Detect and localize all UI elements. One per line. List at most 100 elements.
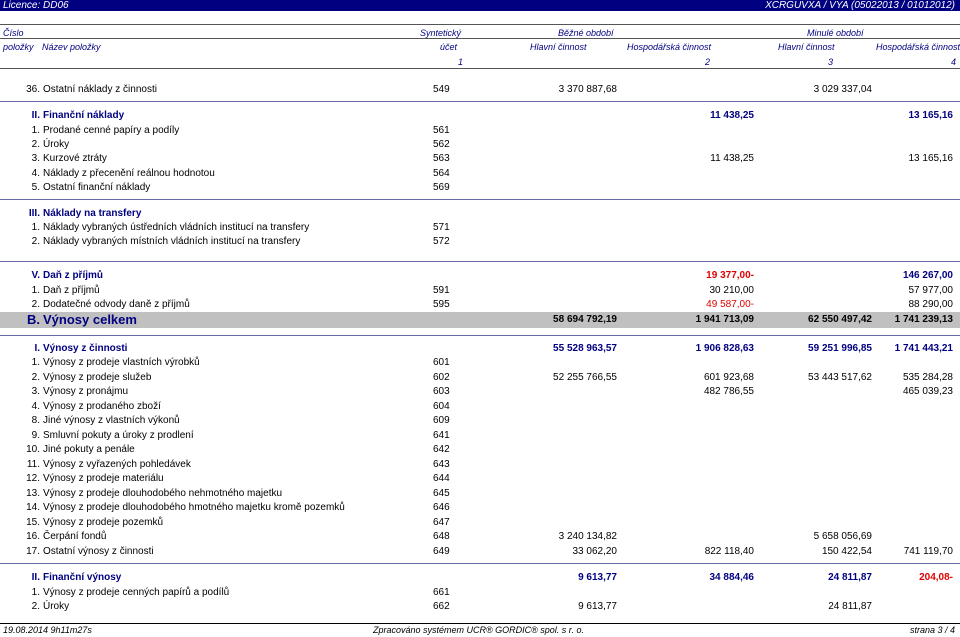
item-name: Náklady z přecenění reálnou hodnotou: [43, 168, 215, 179]
item-number: 2.: [31, 601, 40, 612]
section-separator: [0, 563, 960, 564]
header-bottom-line: [0, 68, 960, 69]
item-name: Smluvní pokuty a úroky z prodlení: [43, 430, 194, 441]
item-name: Dodatečné odvody daně z příjmů: [43, 299, 190, 310]
account-number: 645: [433, 488, 450, 499]
table-row: 3. Kurzové ztráty 563 11 438,25 13 165,16: [0, 152, 960, 166]
item-number: 2.: [31, 299, 40, 310]
current-economic-value: 34 884,46: [709, 572, 755, 583]
header-bezne: Běžné období: [558, 28, 614, 38]
header-cislo: Číslo: [3, 28, 24, 38]
item-name: Jiné pokuty a penále: [43, 444, 135, 455]
item-number: 1.: [31, 125, 40, 136]
item-number: 5.: [31, 182, 40, 193]
item-number: 17.: [26, 546, 40, 557]
current-main-value: 33 062,20: [572, 546, 618, 557]
table-row: 5. Ostatní finanční náklady 569: [0, 181, 960, 195]
current-main-value: 52 255 766,55: [553, 372, 617, 383]
item-name: Náklady na transfery: [43, 208, 142, 219]
account-number: 572: [433, 236, 450, 247]
account-number: 549: [433, 84, 450, 95]
header-col-1: 1: [458, 57, 464, 67]
item-name: Ostatní náklady z činnosti: [43, 84, 157, 95]
item-number: III.: [28, 208, 40, 219]
current-economic-value: 11 438,25: [710, 110, 754, 121]
section-separator: [0, 101, 960, 102]
item-number: 4.: [31, 168, 40, 179]
table-row: 14. Výnosy z prodeje dlouhodobého hmotnéh…: [0, 501, 960, 515]
current-main-value: 3 370 887,68: [558, 84, 617, 95]
account-number: 609: [433, 415, 450, 426]
item-number: 1.: [31, 222, 40, 233]
current-economic-value: 601 923,68: [703, 372, 754, 383]
item-name: Daň z příjmů: [43, 270, 104, 281]
item-number: 10.: [26, 444, 40, 455]
account-number: 604: [433, 401, 450, 412]
table-row: 1. Prodané cenné papíry a podíly 561: [0, 124, 960, 138]
account-number: 646: [433, 502, 450, 513]
current-economic-value: 11 438,25: [710, 153, 754, 164]
previous-economic-value: 57 977,00: [908, 285, 954, 296]
previous-economic-value: 465 039,23: [902, 386, 953, 397]
item-name: Výnosy z prodeje pozemků: [43, 517, 164, 528]
table-row: 17. Ostatní výnosy z činnosti 649 33 062,20…: [0, 545, 960, 559]
table-row: 1. Výnosy z prodeje cenných papírů a podí…: [0, 586, 960, 600]
table-row: 9. Smluvní pokuty a úroky z prodlení 641: [0, 429, 960, 443]
footer-date: 19.08.2014 9h11m27s: [3, 625, 92, 635]
previous-main-value: 24 811,87: [828, 572, 872, 583]
table-row: 4. Náklady z přecenění reálnou hodnotou 56…: [0, 167, 960, 181]
header-col-3: 3: [828, 57, 834, 67]
account-number: 601: [433, 357, 450, 368]
previous-economic-value: 88 290,00: [908, 299, 954, 310]
previous-main-value: 59 251 996,85: [808, 343, 872, 354]
table-row: 13. Výnosy z prodeje dlouhodobého nehmotn…: [0, 487, 960, 501]
account-number: 661: [433, 587, 450, 598]
item-number: 15.: [26, 517, 40, 528]
table-row: 2. Výnosy z prodeje služeb 602 52 255 766,5…: [0, 371, 960, 385]
current-main-value: 9 613,77: [578, 601, 617, 612]
section-separator: [0, 261, 960, 262]
item-name: Kurzové ztráty: [43, 153, 107, 164]
previous-economic-value: 1 741 239,13: [894, 314, 953, 325]
item-number: B.: [27, 312, 40, 327]
item-name: Prodané cenné papíry a podíly: [43, 125, 180, 136]
item-name: Výnosy z prodeje dlouhodobého nehmotného…: [43, 488, 283, 499]
previous-economic-value: 204,08-: [919, 572, 953, 583]
account-number: 595: [433, 299, 450, 310]
footer-system: Zpracováno systémem UCR® GORDIC® spol. s…: [373, 625, 584, 635]
current-main-value: 55 528 963,57: [553, 343, 617, 354]
section-separator: [0, 199, 960, 200]
header-polozky: položky: [3, 42, 34, 52]
item-number: 11.: [26, 459, 40, 470]
section-row: III. Náklady na transfery: [0, 207, 960, 221]
table-row: 36. Ostatní náklady z činnosti 549 3 370 88…: [0, 83, 960, 97]
footer-line: [0, 623, 960, 624]
item-number: 14.: [26, 502, 40, 513]
item-name: Náklady vybraných místních vládních inst…: [43, 236, 301, 247]
item-number: 1.: [31, 587, 40, 598]
previous-economic-value: 146 267,00: [902, 270, 953, 281]
report-code: XCRGUVXA / VYA (05022013 / 01012012): [765, 0, 955, 11]
current-economic-value: 822 118,40: [704, 546, 754, 557]
account-number: 571: [433, 222, 450, 233]
table-row: 2. Úroky 662 9 613,77 24 811,87: [0, 600, 960, 614]
item-number: II.: [31, 110, 40, 121]
item-number: 16.: [26, 531, 40, 542]
current-economic-value: 30 210,00: [709, 285, 755, 296]
table-row: 2. Dodatečné odvody daně z příjmů 595 49 58…: [0, 298, 960, 312]
previous-main-value: 3 029 337,04: [813, 84, 872, 95]
current-economic-value: 1 906 828,63: [695, 343, 754, 354]
header-hlavni-1: Hlavní činnost: [530, 42, 587, 52]
item-number: 12.: [26, 473, 40, 484]
license-label: Licence: DD06: [3, 0, 69, 11]
table-row: 1. Výnosy z prodeje vlastních výrobků 601: [0, 356, 960, 370]
item-name: Čerpání fondů: [43, 531, 107, 542]
item-name: Úroky: [43, 139, 70, 150]
previous-economic-value: 535 284,28: [902, 372, 953, 383]
item-name: Výnosy celkem: [43, 312, 137, 327]
item-number: 1.: [31, 357, 40, 368]
item-name: Výnosy z vyřazených pohledávek: [43, 459, 191, 470]
footer-page: strana 3 / 4: [909, 625, 955, 635]
account-number: 561: [433, 125, 450, 136]
item-name: Jiné výnosy z vlastních výkonů: [43, 415, 180, 426]
